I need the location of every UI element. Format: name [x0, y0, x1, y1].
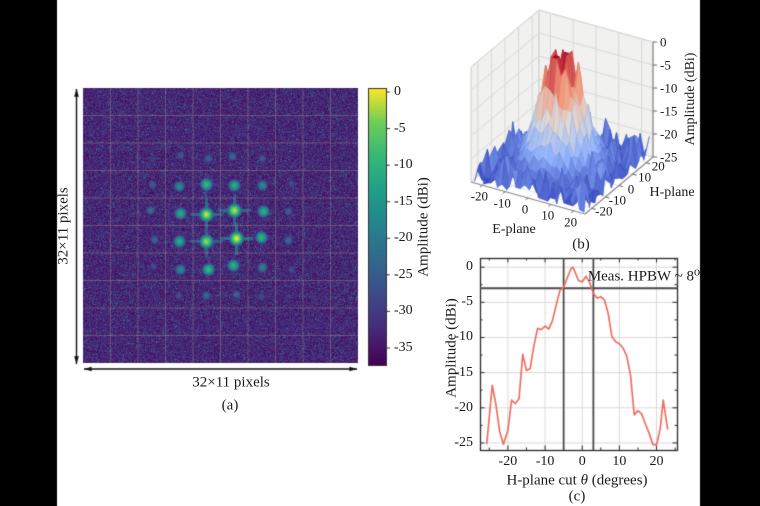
- c-y-tick-label: -25: [454, 434, 473, 450]
- panel-c-ylabel: Amplitude (dBi): [443, 298, 460, 398]
- c-y-tick-label: -10: [454, 329, 473, 345]
- hpbw-annotation: Meas. HPBW ~ 8⁰: [587, 268, 700, 285]
- colorbar-tick-label: -15: [394, 193, 413, 209]
- panel-c-xlabel: H-plane cut θ (degrees): [506, 472, 648, 489]
- colorbar-tick-label: -35: [394, 339, 413, 355]
- c-x-tick-label: 20: [649, 454, 664, 469]
- c-y-tick-label: -20: [454, 399, 473, 415]
- c-x-tick-label: -20: [498, 454, 518, 469]
- z-tick-label: -20: [660, 126, 678, 142]
- h-plane-tick-label: 20: [651, 158, 665, 174]
- theta-symbol: θ: [580, 472, 588, 489]
- panel-b-zaxis-label: Amplitude (dBi): [683, 52, 698, 146]
- h-plane-tick-label: 0: [627, 181, 635, 196]
- panel-a-height-label: 32×11 pixels: [55, 187, 72, 265]
- c-y-tick-label: -5: [461, 294, 473, 310]
- e-plane-tick-label: 0: [521, 201, 529, 217]
- e-plane-tick-label: -10: [493, 195, 511, 211]
- c-x-tick-label: 10: [612, 454, 627, 469]
- colorbar-label: Amplitude (dBi): [415, 177, 432, 277]
- panel-c-xlabel-prefix: H-plane cut: [506, 472, 581, 489]
- colorbar-tick-label: 0: [394, 84, 401, 99]
- colorbar-tick-label: -10: [394, 157, 413, 173]
- c-x-tick-label: 0: [578, 454, 586, 469]
- panel-b-caption: (b): [572, 236, 590, 253]
- h-plane-tick-label: -10: [608, 192, 627, 208]
- e-plane-axis-label: E-plane: [492, 222, 536, 237]
- c-x-tick-label: -10: [535, 454, 555, 469]
- z-tick-label: -25: [660, 149, 678, 165]
- panel-c-xlabel-suffix: (degrees): [587, 472, 648, 489]
- panel-a-caption: (a): [221, 397, 239, 414]
- z-tick-label: 0: [660, 34, 667, 50]
- panel-c-caption: (c): [568, 488, 586, 505]
- panel-a-width-label: 32×11 pixels: [192, 374, 270, 391]
- c-y-tick-label: -15: [454, 364, 473, 380]
- colorbar-tick-label: -30: [394, 303, 413, 319]
- e-plane-tick-label: 10: [541, 207, 555, 223]
- e-plane-tick-label: -20: [470, 188, 489, 204]
- z-tick-label: -5: [660, 57, 671, 73]
- colorbar-tick-label: -25: [394, 266, 413, 282]
- colorbar-tick-label: -5: [394, 120, 406, 136]
- h-plane-axis-label: H-plane: [649, 185, 695, 200]
- h-plane-tick-label: -20: [595, 203, 613, 219]
- z-tick-label: -15: [660, 103, 678, 119]
- colorbar-tick-label: -20: [394, 230, 413, 246]
- e-plane-tick-label: 20: [564, 214, 578, 230]
- c-y-tick-label: 0: [466, 259, 473, 275]
- h-plane-tick-label: 10: [638, 169, 652, 185]
- z-tick-label: -10: [660, 80, 678, 96]
